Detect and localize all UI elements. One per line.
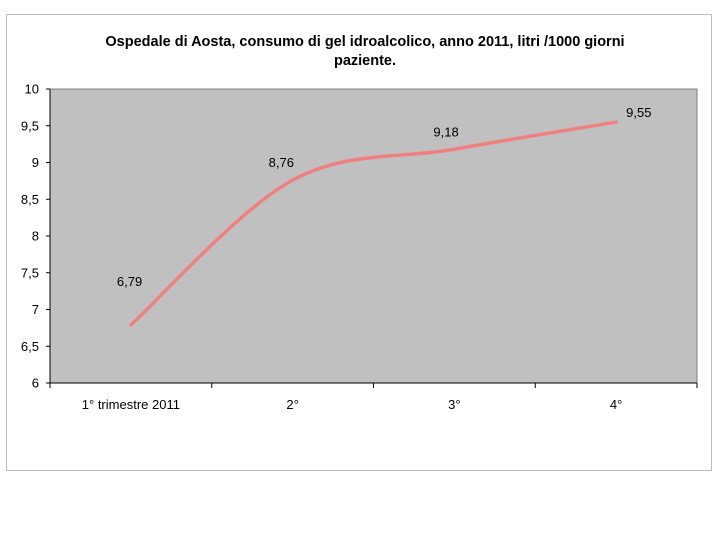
data-label: 8,76 [269,155,294,170]
data-label: 9,55 [626,105,651,120]
y-tick-label: 8 [32,229,39,244]
data-point [614,120,618,124]
y-tick-label: 6 [32,376,39,391]
data-point [291,178,295,182]
y-tick-label: 7,5 [21,265,39,280]
y-tick-label: 10 [25,82,39,97]
chart-title-line-1: Ospedale di Aosta, consumo di gel idroal… [105,34,624,50]
x-tick-label: 1° trimestre 2011 [82,397,180,412]
y-tick-label: 7 [32,302,39,317]
x-tick-label: 3° [448,397,460,412]
data-label: 9,18 [433,124,458,139]
y-tick-label: 9 [32,155,39,170]
data-point [129,323,133,327]
plot-area [49,88,698,384]
data-label: 6,79 [117,274,142,289]
x-tick-label: 4° [610,397,622,412]
data-point [452,147,456,151]
chart-title-line-2: paziente. [334,53,396,69]
y-tick-label: 9,5 [21,118,39,133]
y-tick-label: 8,5 [21,192,39,207]
y-tick-label: 6,5 [21,339,39,354]
x-tick-label: 2° [286,397,298,412]
series-line [129,120,618,327]
